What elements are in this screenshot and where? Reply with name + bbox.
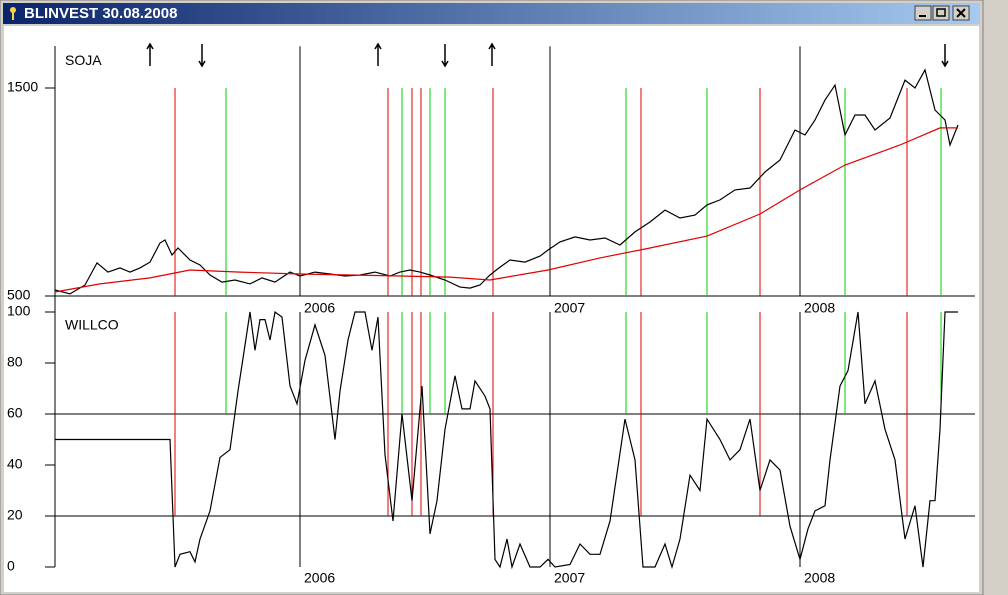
down-arrow [941,44,949,68]
y-tick-label: 60 [7,405,23,421]
x-tick-label: 2007 [554,570,585,586]
y-tick-label: 100 [7,303,31,319]
y-tick-label: 80 [7,354,23,370]
down-arrow [441,44,449,68]
series-line [55,310,958,570]
x-tick-label: 2006 [304,570,335,586]
y-tick-label: 20 [7,507,23,523]
chart-label: SOJA [65,52,102,68]
series-line [54,68,959,295]
x-tick-label: 2006 [304,300,335,316]
up-arrow [488,42,496,66]
window-title: BLINVEST 30.08.2008 [24,5,177,22]
up-arrow [374,42,382,66]
y-tick-label: 40 [7,456,23,472]
x-tick-label: 2007 [554,300,585,316]
x-tick-label: 2008 [804,570,835,586]
up-arrow [146,42,154,66]
y-tick-label: 1500 [7,79,38,95]
client-area [4,26,979,592]
y-tick-label: 500 [7,287,31,303]
maximize-button[interactable] [932,5,950,21]
close-button[interactable] [952,5,970,21]
title-bar [3,3,980,24]
x-tick-label: 2008 [804,300,835,316]
down-arrow [198,44,206,68]
app-icon [10,7,16,20]
chart-label: WILLCO [65,317,119,333]
y-tick-label: 0 [7,558,15,574]
minimize-button[interactable] [914,5,932,21]
series-line [54,127,958,293]
